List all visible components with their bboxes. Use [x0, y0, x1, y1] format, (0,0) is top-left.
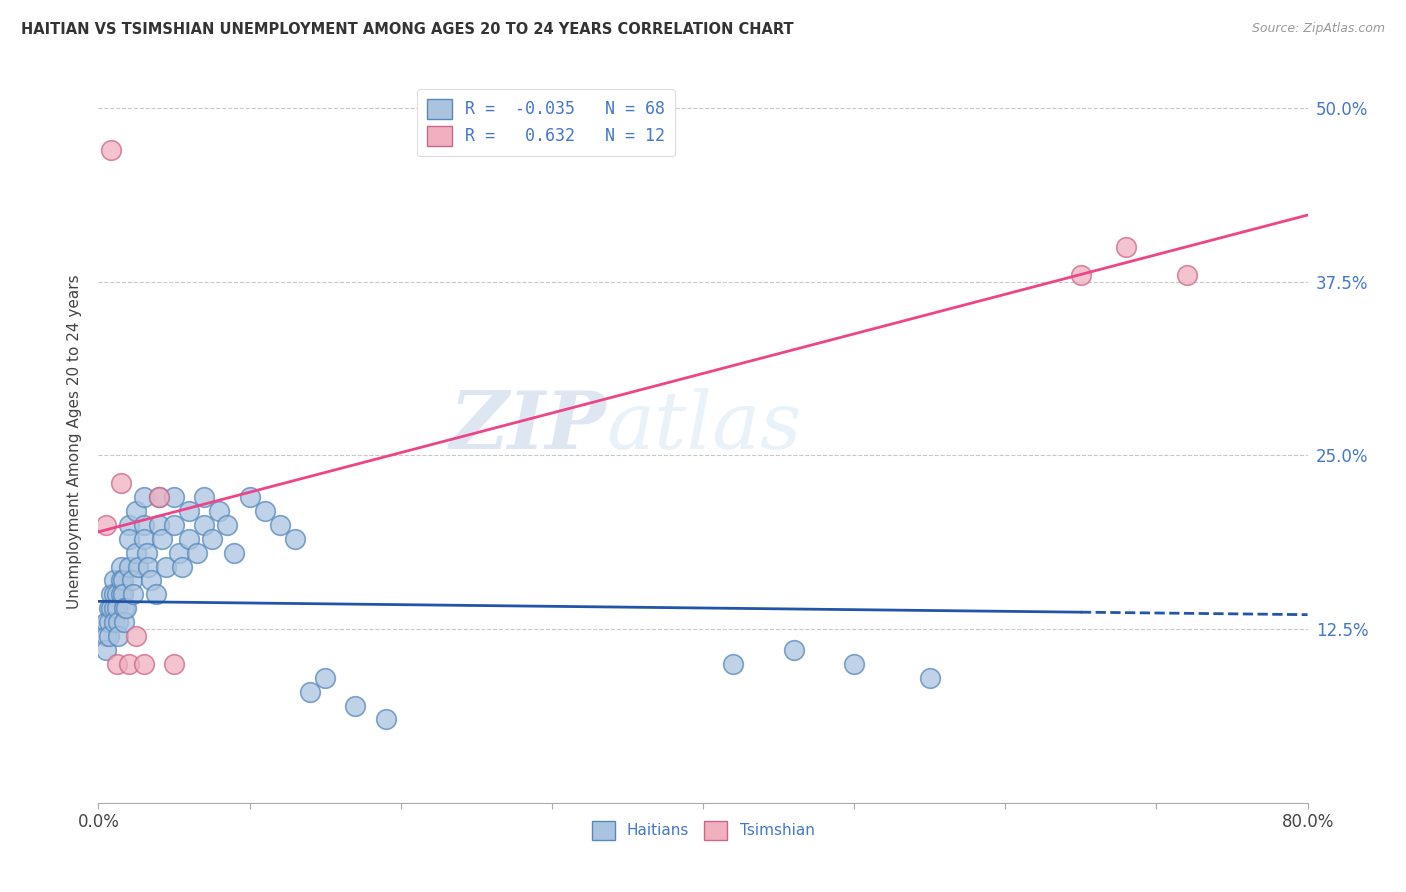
Point — [98, 601, 121, 615]
Point — [110, 587, 132, 601]
Point — [105, 601, 128, 615]
Point — [122, 587, 145, 601]
Text: Source: ZipAtlas.com: Source: ZipAtlas.com — [1251, 22, 1385, 36]
Point — [179, 504, 201, 518]
Point — [110, 559, 132, 574]
Point — [1175, 268, 1198, 282]
Point — [100, 587, 122, 601]
Point — [114, 601, 136, 615]
Point — [103, 574, 125, 588]
Point — [170, 559, 193, 574]
Point — [374, 713, 396, 727]
Point — [224, 546, 246, 560]
Point — [103, 615, 125, 630]
Point — [344, 698, 367, 713]
Point — [118, 517, 141, 532]
Point — [141, 574, 163, 588]
Point — [105, 587, 128, 601]
Point — [118, 657, 141, 671]
Point — [98, 615, 121, 630]
Point — [148, 490, 170, 504]
Point — [201, 532, 224, 546]
Point — [94, 643, 117, 657]
Point — [155, 559, 177, 574]
Point — [127, 559, 149, 574]
Point — [284, 532, 307, 546]
Point — [163, 517, 186, 532]
Point — [132, 517, 155, 532]
Point — [118, 559, 141, 574]
Point — [98, 629, 121, 643]
Point — [125, 504, 148, 518]
Point — [111, 587, 134, 601]
Point — [299, 684, 322, 698]
Point — [107, 629, 129, 643]
Point — [107, 615, 129, 630]
Point — [193, 490, 215, 504]
Text: atlas: atlas — [606, 388, 801, 466]
Point — [163, 490, 186, 504]
Point — [239, 490, 262, 504]
Point — [167, 546, 190, 560]
Point — [103, 601, 125, 615]
Point — [783, 643, 806, 657]
Text: ZIP: ZIP — [450, 388, 606, 466]
Point — [186, 546, 208, 560]
Point — [121, 574, 143, 588]
Point — [193, 517, 215, 532]
Point — [132, 657, 155, 671]
Point — [94, 517, 117, 532]
Point — [918, 671, 941, 685]
Point — [135, 546, 157, 560]
Point — [118, 532, 141, 546]
Point — [100, 601, 122, 615]
Point — [111, 574, 134, 588]
Text: HAITIAN VS TSIMSHIAN UNEMPLOYMENT AMONG AGES 20 TO 24 YEARS CORRELATION CHART: HAITIAN VS TSIMSHIAN UNEMPLOYMENT AMONG … — [21, 22, 794, 37]
Point — [136, 559, 159, 574]
Point — [1115, 240, 1137, 254]
Point — [112, 615, 135, 630]
Point — [105, 657, 128, 671]
Point — [132, 532, 155, 546]
Point — [1070, 268, 1092, 282]
Point — [253, 504, 276, 518]
Point — [125, 546, 148, 560]
Point — [215, 517, 238, 532]
Point — [110, 476, 132, 491]
Point — [103, 587, 125, 601]
Point — [844, 657, 866, 671]
Point — [132, 490, 155, 504]
Point — [94, 629, 117, 643]
Point — [125, 629, 148, 643]
Point — [110, 574, 132, 588]
Point — [163, 657, 186, 671]
Point — [145, 587, 167, 601]
Point — [179, 532, 201, 546]
Point — [208, 504, 231, 518]
Point — [269, 517, 291, 532]
Point — [94, 615, 117, 630]
Point — [314, 671, 336, 685]
Point — [100, 143, 122, 157]
Legend: Haitians, Tsimshian: Haitians, Tsimshian — [585, 815, 821, 846]
Point — [112, 601, 135, 615]
Point — [148, 517, 170, 532]
Point — [150, 532, 173, 546]
Y-axis label: Unemployment Among Ages 20 to 24 years: Unemployment Among Ages 20 to 24 years — [67, 274, 83, 609]
Point — [723, 657, 745, 671]
Point — [148, 490, 170, 504]
